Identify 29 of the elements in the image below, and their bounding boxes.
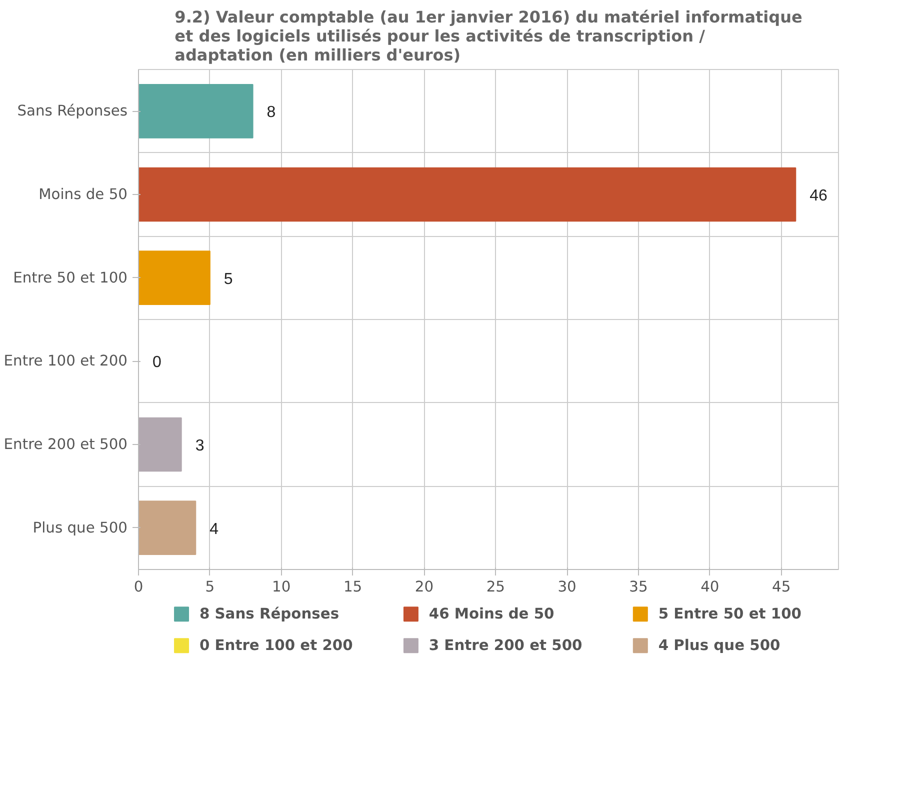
y-tick-label: Entre 200 et 500 <box>4 436 128 453</box>
y-tick-label: Sans Réponses <box>17 102 128 120</box>
x-tick-label: 35 <box>629 578 648 596</box>
x-tick-label: 45 <box>772 578 791 596</box>
y-tick-label: Entre 100 et 200 <box>4 352 128 370</box>
x-tick-label: 0 <box>134 578 144 596</box>
x-tick-label: 25 <box>486 578 505 596</box>
data-label: 5 <box>224 270 233 288</box>
chart-title: 9.2) Valeur comptable (au 1er janvier 2016) du matériel informatique et des logiciels utilisés pour les activités de transcription / adaptation (en milliers d'euros) <box>174 8 802 64</box>
y-tick-label: Entre 50 et 100 <box>13 269 128 286</box>
x-tick-label: 5 <box>205 578 215 596</box>
legend-label: 5 Entre 50 et 100 <box>658 606 802 623</box>
x-tick-label: 20 <box>414 578 434 596</box>
data-label: 4 <box>210 520 219 538</box>
x-tick-label: 15 <box>343 578 362 596</box>
data-label: 3 <box>195 438 204 454</box>
legend-label: 0 Entre 100 et 200 <box>199 637 353 654</box>
legend-label: 46 Moins de 50 <box>428 606 554 623</box>
x-tick-label: 30 <box>558 578 576 596</box>
legend-label: 4 Plus que 500 <box>658 637 780 654</box>
x-tick-label: 10 <box>272 578 291 596</box>
legend-label: 8 Sans Réponses <box>199 606 340 623</box>
y-tick-label: Moins de 50 <box>38 186 128 203</box>
legend-label: 3 Entre 200 et 500 <box>428 637 582 654</box>
y-tick-label: Plus que 500 <box>32 519 128 536</box>
data-label: 8 <box>266 104 276 122</box>
data-label: 46 <box>810 188 828 204</box>
x-tick-label: 40 <box>700 578 720 596</box>
data-label: 0 <box>152 354 162 372</box>
